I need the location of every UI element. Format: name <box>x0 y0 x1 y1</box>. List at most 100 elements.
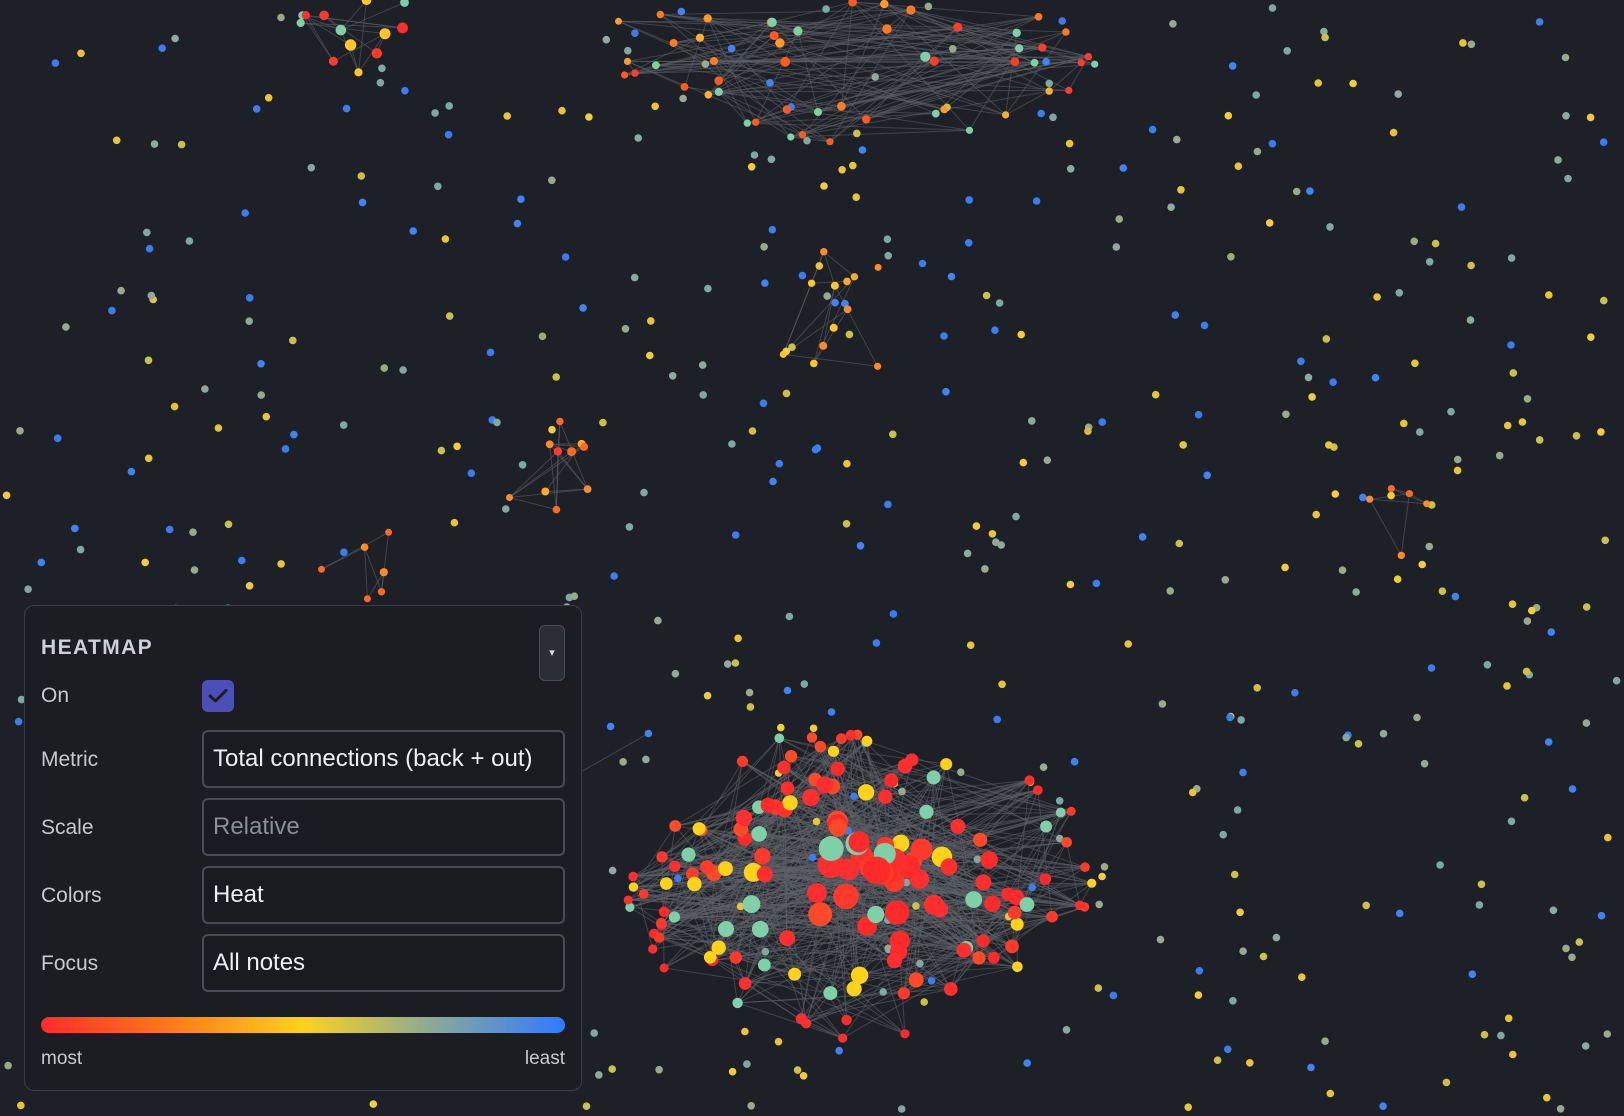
graph-node[interactable] <box>245 582 254 590</box>
graph-node[interactable] <box>788 343 796 352</box>
graph-node[interactable] <box>1497 1031 1505 1040</box>
graph-node[interactable] <box>692 822 706 836</box>
graph-node[interactable] <box>647 317 655 325</box>
graph-node[interactable] <box>189 528 197 536</box>
graph-node[interactable] <box>53 434 62 443</box>
graph-node[interactable] <box>1331 490 1340 498</box>
graph-node[interactable] <box>71 524 79 533</box>
graph-node[interactable] <box>718 861 733 876</box>
graph-node[interactable] <box>400 0 409 7</box>
graph-node[interactable] <box>307 163 316 172</box>
graph-node[interactable] <box>1354 740 1363 748</box>
graph-node[interactable] <box>669 820 682 832</box>
graph-node[interactable] <box>1219 830 1227 839</box>
graph-node[interactable] <box>1098 418 1106 426</box>
graph-node[interactable] <box>956 942 972 958</box>
graph-node[interactable] <box>224 520 233 529</box>
graph-node[interactable] <box>862 115 871 124</box>
graph-node[interactable] <box>822 5 830 13</box>
graph-node[interactable] <box>1582 719 1591 727</box>
graph-node[interactable] <box>625 523 634 531</box>
graph-node[interactable] <box>358 198 367 207</box>
graph-node[interactable] <box>651 102 659 111</box>
graph-node[interactable] <box>344 39 357 51</box>
graph-node[interactable] <box>409 227 418 235</box>
graph-node[interactable] <box>782 389 791 398</box>
graph-node[interactable] <box>656 851 668 863</box>
graph-node[interactable] <box>170 402 179 411</box>
graph-node[interactable] <box>245 294 254 302</box>
graph-node[interactable] <box>1077 59 1085 67</box>
graph-node[interactable] <box>653 932 665 943</box>
graph-node[interactable] <box>807 279 816 287</box>
graph-node[interactable] <box>257 360 265 368</box>
graph-node[interactable] <box>714 87 723 96</box>
graph-node[interactable] <box>874 263 882 271</box>
graph-node[interactable] <box>949 45 957 53</box>
graph-node[interactable] <box>610 572 618 580</box>
graph-node[interactable] <box>1034 12 1043 21</box>
graph-node[interactable] <box>1039 763 1048 771</box>
graph-node[interactable] <box>656 917 667 929</box>
graph-node[interactable] <box>1395 909 1404 918</box>
graph-node[interactable] <box>679 94 687 103</box>
graph-node[interactable] <box>900 1029 910 1039</box>
graph-node[interactable] <box>850 792 858 800</box>
graph-node[interactable] <box>884 900 910 925</box>
graph-node[interactable] <box>486 348 495 357</box>
graph-node[interactable] <box>1556 1105 1565 1113</box>
graph-node[interactable] <box>582 1102 591 1110</box>
graph-node[interactable] <box>363 595 371 603</box>
graph-node[interactable] <box>1292 187 1301 196</box>
graph-node[interactable] <box>718 921 734 937</box>
graph-node[interactable] <box>823 986 838 1001</box>
graph-node[interactable] <box>827 708 836 716</box>
graph-node[interactable] <box>654 616 662 625</box>
graph-node[interactable] <box>1420 759 1429 768</box>
graph-node[interactable] <box>506 494 513 501</box>
graph-node[interactable] <box>656 10 664 19</box>
graph-node[interactable] <box>552 505 561 514</box>
graph-node[interactable] <box>631 29 639 37</box>
graph-node[interactable] <box>108 306 116 315</box>
graph-node[interactable] <box>397 22 408 34</box>
graph-node[interactable] <box>1173 135 1181 144</box>
graph-node[interactable] <box>328 56 338 66</box>
focus-select[interactable]: All notes <box>202 934 565 992</box>
graph-node[interactable] <box>1124 640 1132 648</box>
graph-node[interactable] <box>700 860 714 874</box>
graph-node[interactable] <box>1012 961 1023 973</box>
graph-node[interactable] <box>1326 1089 1335 1098</box>
graph-node[interactable] <box>1012 28 1021 38</box>
graph-node[interactable] <box>1046 910 1058 923</box>
graph-node[interactable] <box>545 440 554 449</box>
graph-node[interactable] <box>852 193 860 201</box>
graph-node[interactable] <box>808 902 833 927</box>
graph-node[interactable] <box>1045 87 1053 95</box>
graph-node[interactable] <box>1213 1056 1222 1064</box>
graph-node[interactable] <box>380 364 389 372</box>
graph-node[interactable] <box>1230 870 1239 879</box>
graph-node[interactable] <box>608 1065 616 1073</box>
graph-node[interactable] <box>453 442 461 451</box>
graph-node[interactable] <box>1495 451 1504 460</box>
graph-node[interactable] <box>1438 587 1447 595</box>
graph-node[interactable] <box>769 31 779 41</box>
graph-node[interactable] <box>668 911 681 923</box>
graph-node[interactable] <box>561 253 570 261</box>
graph-node[interactable] <box>1184 1103 1192 1111</box>
graph-node[interactable] <box>201 385 209 393</box>
graph-node[interactable] <box>1032 785 1043 795</box>
graph-node[interactable] <box>699 391 707 399</box>
graph-node[interactable] <box>1028 417 1036 425</box>
graph-node[interactable] <box>628 871 638 882</box>
graph-node[interactable] <box>14 717 23 726</box>
graph-node[interactable] <box>848 831 870 853</box>
graph-node[interactable] <box>1329 378 1337 387</box>
graph-node[interactable] <box>1253 684 1261 692</box>
graph-node[interactable] <box>437 446 446 455</box>
graph-node[interactable] <box>806 883 827 903</box>
graph-node[interactable] <box>445 102 454 110</box>
graph-node[interactable] <box>704 284 712 293</box>
graph-node[interactable] <box>820 248 828 256</box>
